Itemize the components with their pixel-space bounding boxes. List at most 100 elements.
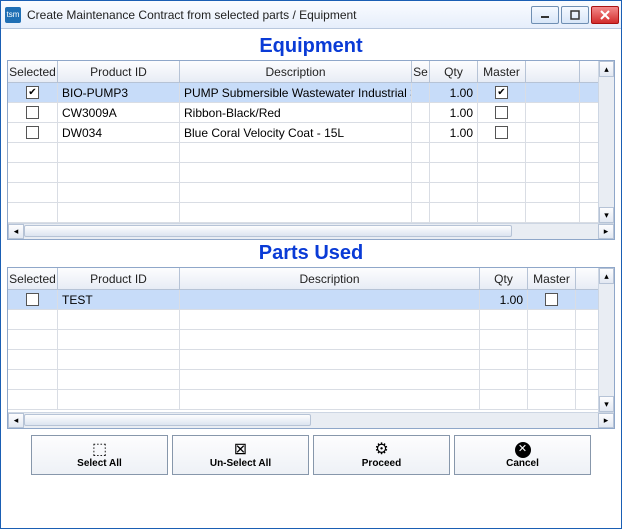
cell-tail — [526, 103, 580, 122]
column-header-product_id[interactable]: Product ID — [58, 268, 180, 289]
cancel-button[interactable]: ✕ Cancel — [454, 435, 591, 475]
cancel-icon: ✕ — [515, 442, 531, 458]
cell-product_id: DW034 — [58, 123, 180, 142]
cell-product_id: TEST — [58, 290, 180, 309]
cell-master[interactable] — [528, 290, 576, 309]
select-all-icon: ⬚ — [92, 442, 107, 458]
cell-master[interactable] — [478, 83, 526, 102]
equipment-header-row: SelectedProduct IDDescriptionSeQtyMaster — [8, 61, 598, 83]
table-row-empty — [8, 203, 598, 223]
cell-se — [412, 123, 430, 142]
scroll-left-icon[interactable]: ◂ — [8, 224, 24, 239]
footer-buttons: ⬚ Select All ⊠ Un-Select All ⚙ Proceed ✕… — [7, 429, 615, 477]
unselect-all-button[interactable]: ⊠ Un-Select All — [172, 435, 309, 475]
selected-checkbox[interactable] — [26, 293, 39, 306]
equipment-hscroll[interactable]: ◂ ▸ — [8, 223, 614, 239]
cell-selected[interactable] — [8, 290, 58, 309]
equipment-body[interactable]: BIO-PUMP3PUMP Submersible Wastewater Ind… — [8, 83, 598, 223]
table-row-empty — [8, 163, 598, 183]
titlebar: tsm Create Maintenance Contract from sel… — [1, 1, 621, 29]
content-area: Equipment SelectedProduct IDDescriptionS… — [1, 29, 621, 528]
parts-header-row: SelectedProduct IDDescriptionQtyMaster — [8, 268, 598, 290]
equipment-vscroll[interactable]: ▴ ▾ — [598, 61, 614, 223]
scroll-left-icon[interactable]: ◂ — [8, 413, 24, 428]
master-checkbox[interactable] — [495, 106, 508, 119]
parts-title: Parts Used — [7, 242, 615, 265]
cell-qty: 1.00 — [480, 290, 528, 309]
cell-product_id: BIO-PUMP3 — [58, 83, 180, 102]
column-header-qty[interactable]: Qty — [480, 268, 528, 289]
window-title: Create Maintenance Contract from selecte… — [27, 8, 531, 22]
parts-grid: SelectedProduct IDDescriptionQtyMaster T… — [7, 267, 615, 429]
master-checkbox[interactable] — [495, 86, 508, 99]
cell-se — [412, 83, 430, 102]
maximize-button[interactable] — [561, 6, 589, 24]
select-all-label: Select All — [77, 458, 122, 469]
scroll-down-icon[interactable]: ▾ — [599, 396, 614, 412]
column-header-description[interactable]: Description — [180, 268, 480, 289]
gear-icon: ⚙ — [374, 442, 388, 458]
select-all-button[interactable]: ⬚ Select All — [31, 435, 168, 475]
table-row-empty — [8, 183, 598, 203]
equipment-title: Equipment — [7, 35, 615, 58]
table-row-empty — [8, 370, 598, 390]
parts-vscroll[interactable]: ▴ ▾ — [598, 268, 614, 412]
cell-description: Ribbon-Black/Red — [180, 103, 412, 122]
table-row-empty — [8, 330, 598, 350]
table-row-empty — [8, 390, 598, 410]
cell-product_id: CW3009A — [58, 103, 180, 122]
unselect-all-icon: ⊠ — [234, 442, 247, 458]
master-checkbox[interactable] — [545, 293, 558, 306]
column-header-qty[interactable]: Qty — [430, 61, 478, 82]
minimize-icon — [540, 10, 550, 20]
cell-tail — [526, 123, 580, 142]
cell-selected[interactable] — [8, 123, 58, 142]
selected-checkbox[interactable] — [26, 86, 39, 99]
scroll-up-icon[interactable]: ▴ — [599, 61, 614, 77]
table-row[interactable]: BIO-PUMP3PUMP Submersible Wastewater Ind… — [8, 83, 598, 103]
table-row[interactable]: TEST 1.00 — [8, 290, 598, 310]
column-header-description[interactable]: Description — [180, 61, 412, 82]
table-row[interactable]: CW3009ARibbon-Black/Red 1.00 — [8, 103, 598, 123]
column-header-product_id[interactable]: Product ID — [58, 61, 180, 82]
column-header-selected[interactable]: Selected — [8, 268, 58, 289]
cell-selected[interactable] — [8, 83, 58, 102]
column-header-selected[interactable]: Selected — [8, 61, 58, 82]
minimize-button[interactable] — [531, 6, 559, 24]
column-header-se[interactable]: Se — [412, 61, 430, 82]
scroll-down-icon[interactable]: ▾ — [599, 207, 614, 223]
cell-description: PUMP Submersible Wastewater Industrial 3… — [180, 83, 412, 102]
cell-master[interactable] — [478, 123, 526, 142]
selected-checkbox[interactable] — [26, 126, 39, 139]
table-row-empty — [8, 310, 598, 330]
table-row-empty — [8, 143, 598, 163]
column-header-master[interactable]: Master — [478, 61, 526, 82]
parts-hscroll[interactable]: ◂ ▸ — [8, 412, 614, 428]
window-frame: tsm Create Maintenance Contract from sel… — [0, 0, 622, 529]
close-button[interactable] — [591, 6, 619, 24]
cancel-label: Cancel — [506, 458, 539, 469]
maximize-icon — [570, 10, 580, 20]
equipment-grid: SelectedProduct IDDescriptionSeQtyMaster… — [7, 60, 615, 240]
cell-master[interactable] — [478, 103, 526, 122]
scroll-right-icon[interactable]: ▸ — [598, 224, 614, 239]
table-row-empty — [8, 350, 598, 370]
cell-tail — [526, 83, 580, 102]
close-icon — [600, 10, 610, 20]
proceed-button[interactable]: ⚙ Proceed — [313, 435, 450, 475]
cell-description — [180, 290, 480, 309]
selected-checkbox[interactable] — [26, 106, 39, 119]
unselect-all-label: Un-Select All — [210, 458, 271, 469]
scroll-up-icon[interactable]: ▴ — [599, 268, 614, 284]
column-header-tail[interactable] — [526, 61, 580, 82]
scroll-right-icon[interactable]: ▸ — [598, 413, 614, 428]
master-checkbox[interactable] — [495, 126, 508, 139]
cell-description: Blue Coral Velocity Coat - 15L — [180, 123, 412, 142]
cell-qty: 1.00 — [430, 123, 478, 142]
cell-qty: 1.00 — [430, 103, 478, 122]
proceed-label: Proceed — [362, 458, 401, 469]
parts-body[interactable]: TEST 1.00 — [8, 290, 598, 412]
column-header-master[interactable]: Master — [528, 268, 576, 289]
cell-selected[interactable] — [8, 103, 58, 122]
table-row[interactable]: DW034Blue Coral Velocity Coat - 15L 1.00 — [8, 123, 598, 143]
